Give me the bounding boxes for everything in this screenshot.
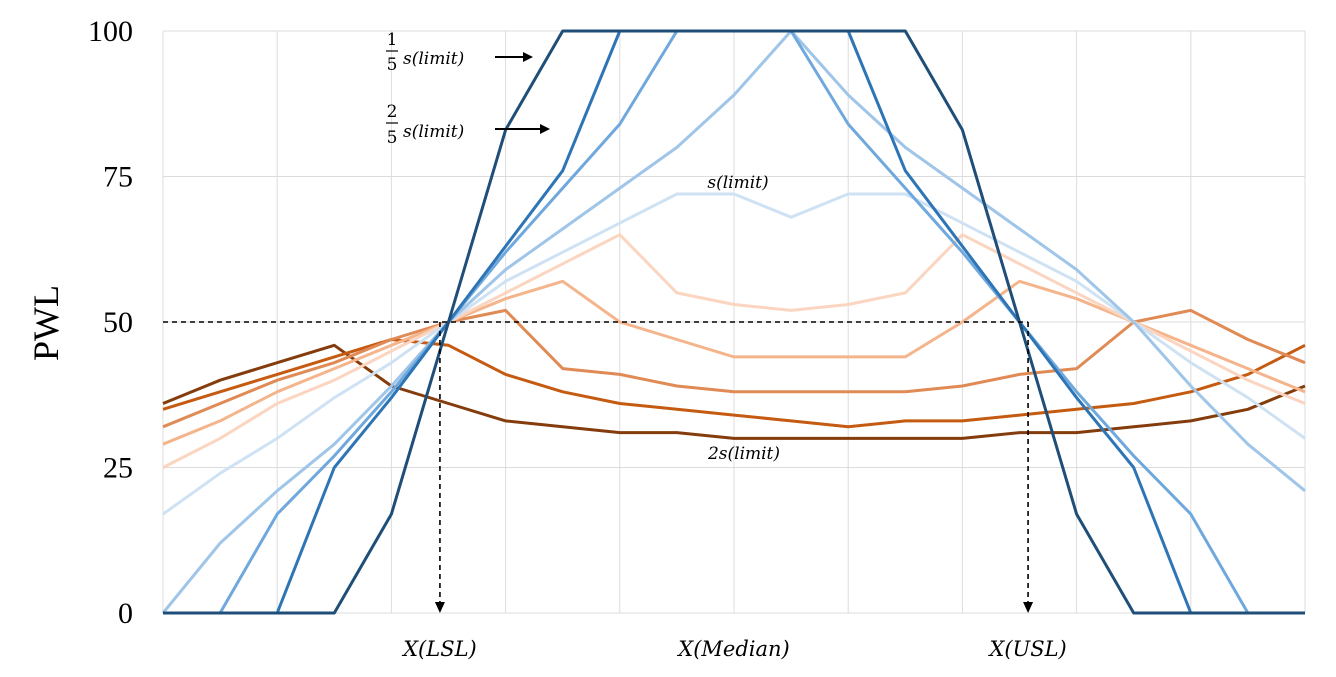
- series-line: [162, 279, 1306, 446]
- y-tick-label: 75: [103, 161, 133, 194]
- series-line: [162, 343, 1306, 440]
- annotation-one-fifth-denominator: 5: [387, 55, 398, 75]
- annotation-two-fifths-numerator: 2: [387, 102, 398, 122]
- series-line: [163, 29, 1305, 615]
- y-tick-label: 0: [118, 597, 133, 630]
- annotation-one-fifth-text: s(limit): [403, 49, 464, 69]
- annotation-one-fifth: 1 5 s(limit): [386, 30, 533, 75]
- series-line: [162, 192, 1306, 516]
- arrowhead-usl: [1023, 602, 1034, 613]
- annotation-s-limit: s(limit): [707, 173, 768, 193]
- series-line: [162, 308, 1306, 429]
- x-axis-ticks: X(LSL) X(Median) X(USL): [401, 637, 1067, 661]
- y-tick-label: 100: [88, 15, 133, 48]
- y-tick-label: 50: [103, 306, 133, 339]
- reference-lines: [163, 321, 1034, 613]
- annotation-two-fifths: 2 5 s(limit): [386, 102, 550, 148]
- arrowhead-lsl: [434, 602, 445, 613]
- series-line: [162, 233, 1306, 469]
- x-tick-label: X(Median): [676, 637, 789, 661]
- annotation-one-fifth-arrowhead: [523, 52, 533, 62]
- annotation-two-fifths-denominator: 5: [387, 128, 398, 148]
- y-axis-ticks: 0 25 50 75 100: [88, 15, 133, 630]
- x-tick-label: X(LSL): [401, 637, 477, 661]
- series-line: [162, 338, 1306, 429]
- y-axis-label: PWL: [26, 285, 66, 361]
- annotation-two-fifths-arrowhead: [540, 124, 550, 134]
- y-tick-label: 25: [103, 452, 133, 485]
- series-line: [161, 29, 1306, 614]
- annotation-two-fifths-text: s(limit): [403, 122, 464, 142]
- annotation-2s-limit: 2s(limit): [707, 444, 780, 464]
- x-tick-label: X(USL): [987, 637, 1066, 661]
- annotation-one-fifth-numerator: 1: [387, 30, 398, 50]
- chart-series: [161, 29, 1306, 615]
